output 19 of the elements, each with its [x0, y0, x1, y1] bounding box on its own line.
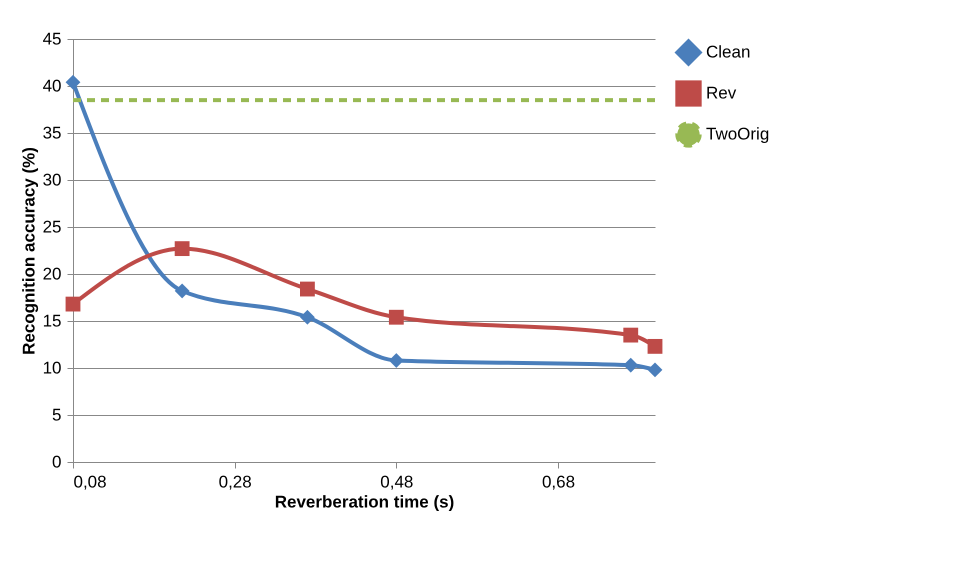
y-tick-label: 15: [42, 312, 62, 330]
y-tick-label: 20: [42, 264, 62, 284]
y-tick-label: 35: [42, 124, 62, 142]
y-axis-title: Recognition accuracy (%): [20, 147, 39, 355]
x-tick-label: 0,68: [542, 472, 576, 492]
x-tick-label: 0,48: [380, 472, 414, 492]
y-tick-label: 10: [42, 358, 62, 378]
legend-label: Rev: [706, 84, 737, 102]
x-tick-label: 0,28: [218, 472, 252, 492]
legend-label: TwoOrig: [706, 124, 770, 144]
y-tick-label: 5: [52, 406, 62, 424]
x-axis-title: Reverberation time (s): [274, 492, 454, 512]
y-tick-label: 25: [42, 218, 62, 236]
x-tick-label: 0,08: [74, 472, 107, 492]
y-tick-label: 40: [42, 76, 62, 96]
y-tick-label: 0: [52, 452, 62, 472]
legend-label: Clean: [706, 42, 750, 62]
y-tick-label: 45: [42, 30, 62, 48]
y-tick-label: 30: [42, 170, 62, 190]
